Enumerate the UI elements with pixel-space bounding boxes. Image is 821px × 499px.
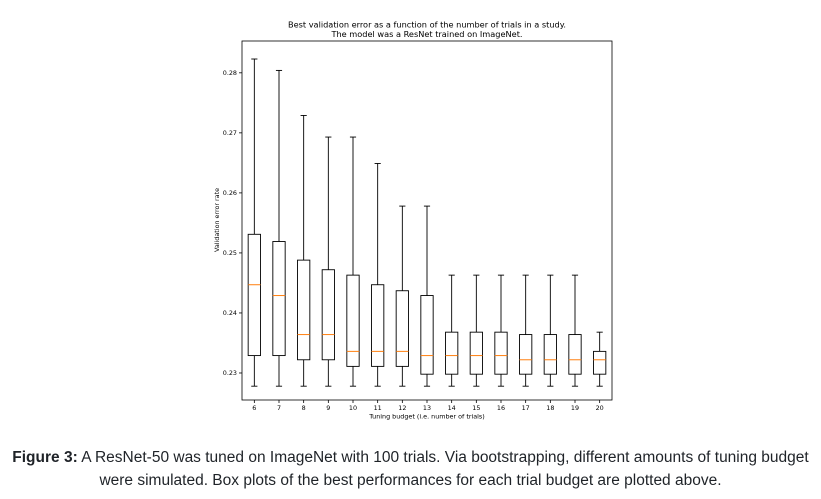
x-tick-label: 9: [326, 404, 330, 412]
box-budget-10: [346, 136, 360, 387]
y-tick-label: 0.25: [223, 249, 237, 257]
y-tick-label: 0.28: [223, 69, 237, 77]
box-budget-19: [568, 274, 582, 387]
chart-title: Best validation error as a function of t…: [288, 20, 566, 30]
y-tick-label: 0.24: [223, 309, 237, 317]
box-iqr: [445, 331, 459, 375]
x-tick-label: 11: [374, 404, 382, 412]
box-iqr: [519, 334, 533, 375]
x-tick-label: 13: [423, 404, 431, 412]
x-tick-label: 6: [252, 404, 256, 412]
box-series: [247, 58, 607, 387]
box-budget-20: [593, 331, 607, 387]
x-tick-label: 10: [349, 404, 357, 412]
chart-subtitle: The model was a ResNet trained on ImageN…: [330, 29, 522, 39]
box-budget-12: [395, 205, 409, 387]
x-tick-label: 17: [522, 404, 530, 412]
box-iqr: [543, 334, 557, 375]
box-iqr: [469, 331, 483, 375]
box-budget-7: [272, 69, 286, 387]
box-budget-15: [469, 274, 483, 387]
box-budget-18: [543, 274, 557, 387]
y-tick-label: 0.26: [223, 189, 237, 197]
box-iqr: [593, 350, 607, 375]
x-axis: 6 7 8 9 10 11 12 13 14 15 16 17 18 19 20: [252, 400, 604, 412]
x-tick-label: 19: [571, 404, 579, 412]
x-tick-label: 7: [277, 404, 281, 412]
box-plot-chart: Best validation error as a function of t…: [213, 20, 613, 421]
x-tick-label: 15: [472, 404, 480, 412]
box-iqr: [371, 284, 385, 367]
x-axis-label: Tuning budget (i.e. number of trials): [368, 413, 485, 421]
y-axis: 0.23 0.24 0.25 0.26 0.27 0.28: [223, 69, 242, 377]
x-tick-label: 12: [398, 404, 406, 412]
y-axis-label: Validation error rate: [213, 188, 221, 252]
y-tick-label: 0.27: [223, 129, 237, 137]
box-budget-17: [519, 274, 533, 387]
figure-caption: Figure 3: A ResNet-50 was tuned on Image…: [10, 446, 811, 492]
x-tick-label: 18: [546, 404, 554, 412]
box-iqr: [494, 331, 508, 375]
box-budget-16: [494, 274, 508, 387]
box-budget-6: [247, 58, 261, 387]
box-budget-9: [321, 136, 335, 387]
box-iqr: [420, 295, 434, 375]
box-iqr: [568, 334, 582, 375]
box-iqr: [321, 269, 335, 361]
box-budget-13: [420, 205, 434, 387]
box-budget-8: [297, 114, 311, 387]
x-tick-label: 8: [302, 404, 306, 412]
box-budget-14: [445, 274, 459, 387]
caption-text: A ResNet-50 was tuned on ImageNet with 1…: [81, 449, 809, 489]
box-iqr: [346, 274, 360, 367]
box-iqr: [297, 259, 311, 361]
box-iqr: [247, 233, 261, 357]
caption-label: Figure 3:: [12, 449, 78, 466]
x-tick-label: 20: [596, 404, 604, 412]
box-iqr: [272, 241, 286, 357]
x-tick-label: 14: [448, 404, 456, 412]
box-budget-11: [371, 163, 385, 387]
x-tick-label: 16: [497, 404, 505, 412]
y-tick-label: 0.23: [223, 369, 237, 377]
box-iqr: [395, 290, 409, 367]
